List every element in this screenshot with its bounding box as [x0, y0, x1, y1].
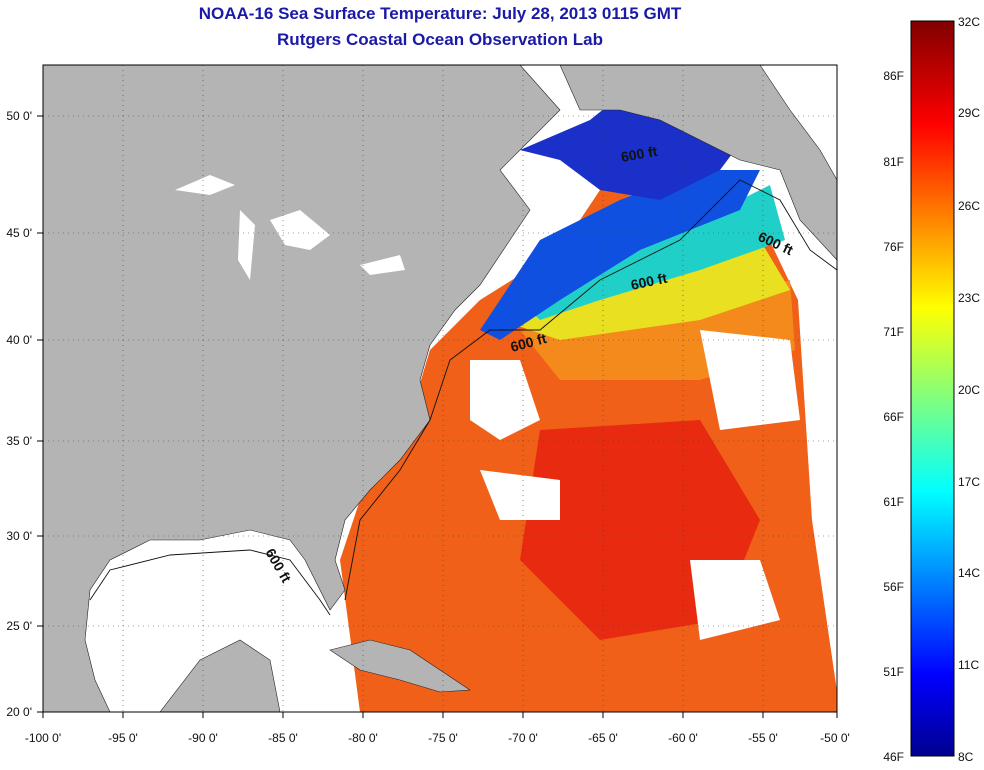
colorbar: 86F 81F 76F 71F 66F 61F 56F 51F 46F 32C …: [883, 15, 980, 764]
colorbar-c-label: 26C: [958, 199, 980, 213]
svg-text:-70 0': -70 0': [508, 731, 538, 745]
colorbar-f-label: 46F: [883, 750, 904, 764]
lon-tick: -100 0': [25, 712, 61, 745]
svg-text:-65 0': -65 0': [588, 731, 618, 745]
svg-text:45 0': 45 0': [6, 226, 32, 240]
colorbar-c-label: 32C: [958, 15, 980, 29]
north-america-land: [43, 65, 561, 712]
colorbar-f-label: 81F: [883, 155, 904, 169]
colorbar-c-label: 11C: [958, 658, 979, 672]
lon-tick: -65 0': [588, 712, 618, 745]
map-title: NOAA-16 Sea Surface Temperature: July 28…: [198, 4, 682, 23]
labrador-newfoundland-land: [559, 65, 837, 261]
svg-text:-75 0': -75 0': [428, 731, 458, 745]
svg-text:-85 0': -85 0': [268, 731, 298, 745]
sst-cyan-band: [520, 185, 785, 320]
lon-tick: -80 0': [348, 712, 378, 745]
lat-tick: 40 0': [6, 333, 43, 347]
lon-tick: -50 0': [820, 712, 850, 745]
map-subtitle: Rutgers Coastal Ocean Observation Lab: [277, 30, 603, 49]
cloud-patch-c: [480, 470, 560, 520]
lon-tick: -60 0': [668, 712, 698, 745]
svg-text:-95 0': -95 0': [108, 731, 138, 745]
lon-tick: -75 0': [428, 712, 458, 745]
lat-tick: 35 0': [6, 434, 43, 448]
svg-text:30 0': 30 0': [6, 529, 32, 543]
svg-text:-50 0': -50 0': [820, 731, 850, 745]
lat-tick: 30 0': [6, 529, 43, 543]
cloud-patch-b: [700, 330, 800, 430]
latitude-axis: 50 0' 45 0' 40 0' 35 0' 30 0' 25 0' 20 0…: [6, 109, 43, 719]
colorbar-f-label: 56F: [883, 580, 904, 594]
svg-text:-60 0': -60 0': [668, 731, 698, 745]
lat-tick: 50 0': [6, 109, 43, 123]
colorbar-c-label: 14C: [958, 566, 980, 580]
colorbar-f-label: 86F: [883, 69, 904, 83]
colorbar-gradient: [910, 20, 955, 757]
colorbar-f-label: 71F: [883, 325, 904, 339]
svg-text:40 0': 40 0': [6, 333, 32, 347]
colorbar-f-label: 76F: [883, 240, 904, 254]
colorbar-c-label: 29C: [958, 106, 980, 120]
lon-tick: -55 0': [748, 712, 778, 745]
cloud-patch-d: [690, 560, 780, 640]
colorbar-c-label: 23C: [958, 291, 980, 305]
lon-tick: -70 0': [508, 712, 538, 745]
svg-text:35 0': 35 0': [6, 434, 32, 448]
sst-blue-band: [480, 170, 760, 340]
colorbar-c-label: 20C: [958, 383, 980, 397]
sst-yellow-band: [500, 240, 790, 340]
colorbar-f-label: 66F: [883, 410, 904, 424]
longitude-axis: -100 0' -95 0' -90 0' -85 0' -80 0' -75 …: [25, 712, 850, 745]
svg-text:-55 0': -55 0': [748, 731, 778, 745]
lat-tick: 20 0': [6, 705, 43, 719]
lat-tick: 45 0': [6, 226, 43, 240]
isobath-600ft-line: [89, 179, 838, 616]
svg-text:-90 0': -90 0': [188, 731, 218, 745]
colorbar-c-label: 17C: [958, 475, 980, 489]
map-area: [43, 65, 837, 712]
lon-tick: -90 0': [188, 712, 218, 745]
svg-text:-80 0': -80 0': [348, 731, 378, 745]
svg-text:20 0': 20 0': [6, 705, 32, 719]
colorbar-f-label: 51F: [883, 665, 904, 679]
lon-tick: -95 0': [108, 712, 138, 745]
cuba-land: [329, 639, 471, 693]
colorbar-c-label: 8C: [958, 750, 974, 764]
yucatan-land: [159, 639, 281, 712]
great-lakes: [175, 175, 405, 280]
svg-text:25 0': 25 0': [6, 619, 32, 633]
isobath-label-georges: 600 ft: [629, 270, 668, 293]
svg-text:50 0': 50 0': [6, 109, 32, 123]
lat-tick: 25 0': [6, 619, 43, 633]
map-frame: [42, 64, 838, 713]
colorbar-f-label: 61F: [883, 495, 904, 509]
cloud-patch-a: [470, 360, 540, 440]
svg-text:-100 0': -100 0': [25, 731, 61, 745]
isobath-label-gulf-st-lawrence: 600 ft: [620, 143, 659, 165]
lon-tick: -85 0': [268, 712, 298, 745]
